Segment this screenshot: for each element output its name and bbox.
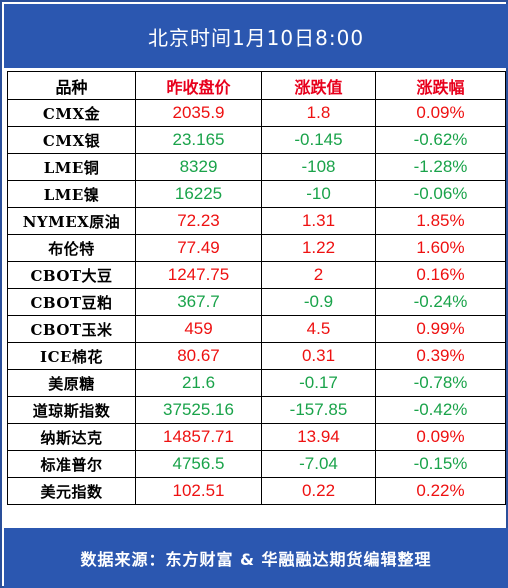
change-percent: 1.85%	[375, 207, 506, 235]
table-row: ICE棉花 80.67 0.31 0.39%	[7, 342, 506, 370]
change-percent: 0.99%	[375, 315, 506, 343]
table-row: CMX银 23.165 -0.145 -0.62%	[7, 126, 506, 154]
table-row: CBOT豆粕 367.7 -0.9 -0.24%	[7, 288, 506, 316]
change-percent: -1.28%	[375, 153, 506, 181]
change-percent: -0.62%	[375, 126, 506, 154]
column-header-name: 品种	[7, 71, 136, 100]
change-percent: -0.06%	[375, 180, 506, 208]
table-header-row: 品种 昨收盘价 涨跌值 涨跌幅	[7, 71, 506, 100]
column-header-close: 昨收盘价	[135, 71, 262, 100]
instrument-name: ICE棉花	[7, 342, 136, 370]
instrument-name: CMX银	[7, 126, 136, 154]
instrument-name: NYMEX原油	[7, 207, 136, 235]
table-row: CMX金 2035.9 1.8 0.09%	[7, 99, 506, 127]
change-percent: 0.22%	[375, 477, 506, 505]
change-percent: 0.09%	[375, 99, 506, 127]
instrument-name: 标准普尔	[7, 450, 136, 478]
instrument-name: CBOT豆粕	[7, 288, 136, 316]
change-percent: 0.39%	[375, 342, 506, 370]
table-row: LME镍 16225 -10 -0.06%	[7, 180, 506, 208]
previous-close: 1247.75	[135, 261, 262, 289]
table-row: 美元指数 102.51 0.22 0.22%	[7, 477, 506, 505]
table-row: 美原糖 21.6 -0.17 -0.78%	[7, 369, 506, 397]
table-row: CBOT玉米 459 4.5 0.99%	[7, 315, 506, 343]
change-value: -0.17	[261, 369, 376, 397]
source-footer: 数据来源：东方财富 & 华融融达期货编辑整理	[4, 528, 508, 588]
change-value: -108	[261, 153, 376, 181]
quote-table: 品种 昨收盘价 涨跌值 涨跌幅 CMX金 2035.9 1.8 0.09% CMX银 23…	[7, 71, 506, 505]
change-percent: 0.16%	[375, 261, 506, 289]
instrument-name: 道琼斯指数	[7, 396, 136, 424]
column-header-change: 涨跌值	[261, 71, 376, 100]
instrument-name: CBOT玉米	[7, 315, 136, 343]
instrument-name: CMX金	[7, 99, 136, 127]
change-value: -0.9	[261, 288, 376, 316]
change-value: -157.85	[261, 396, 376, 424]
table-row: 标准普尔 4756.5 -7.04 -0.15%	[7, 450, 506, 478]
change-value: -7.04	[261, 450, 376, 478]
previous-close: 14857.71	[135, 423, 262, 451]
previous-close: 102.51	[135, 477, 262, 505]
change-percent: 0.09%	[375, 423, 506, 451]
change-percent: -0.15%	[375, 450, 506, 478]
previous-close: 367.7	[135, 288, 262, 316]
change-value: 0.22	[261, 477, 376, 505]
table-row: CBOT大豆 1247.75 2 0.16%	[7, 261, 506, 289]
previous-close: 21.6	[135, 369, 262, 397]
previous-close: 8329	[135, 153, 262, 181]
instrument-name: 布伦特	[7, 234, 136, 262]
previous-close: 72.23	[135, 207, 262, 235]
instrument-name: 美元指数	[7, 477, 136, 505]
previous-close: 23.165	[135, 126, 262, 154]
change-value: 0.31	[261, 342, 376, 370]
change-percent: -0.78%	[375, 369, 506, 397]
table-row: LME铜 8329 -108 -1.28%	[7, 153, 506, 181]
table-row: 纳斯达克 14857.71 13.94 0.09%	[7, 423, 506, 451]
change-value: -0.145	[261, 126, 376, 154]
previous-close: 4756.5	[135, 450, 262, 478]
instrument-name: LME铜	[7, 153, 136, 181]
change-percent: 1.60%	[375, 234, 506, 262]
column-header-pct: 涨跌幅	[375, 71, 506, 100]
change-value: 4.5	[261, 315, 376, 343]
previous-close: 16225	[135, 180, 262, 208]
table-row: NYMEX原油 72.23 1.31 1.85%	[7, 207, 506, 235]
previous-close: 2035.9	[135, 99, 262, 127]
change-value: 1.8	[261, 99, 376, 127]
change-value: 1.31	[261, 207, 376, 235]
change-value: 13.94	[261, 423, 376, 451]
table-row: 道琼斯指数 37525.16 -157.85 -0.42%	[7, 396, 506, 424]
instrument-name: LME镍	[7, 180, 136, 208]
instrument-name: CBOT大豆	[7, 261, 136, 289]
change-value: 1.22	[261, 234, 376, 262]
page-title: 北京时间1月10日8:00	[4, 4, 508, 68]
change-percent: -0.42%	[375, 396, 506, 424]
instrument-name: 美原糖	[7, 369, 136, 397]
change-percent: -0.24%	[375, 288, 506, 316]
previous-close: 459	[135, 315, 262, 343]
table-row: 布伦特 77.49 1.22 1.60%	[7, 234, 506, 262]
change-value: -10	[261, 180, 376, 208]
change-value: 2	[261, 261, 376, 289]
previous-close: 37525.16	[135, 396, 262, 424]
previous-close: 77.49	[135, 234, 262, 262]
previous-close: 80.67	[135, 342, 262, 370]
instrument-name: 纳斯达克	[7, 423, 136, 451]
quote-table-wrapper: 品种 昨收盘价 涨跌值 涨跌幅 CMX金 2035.9 1.8 0.09% CMX银 23…	[7, 71, 506, 505]
